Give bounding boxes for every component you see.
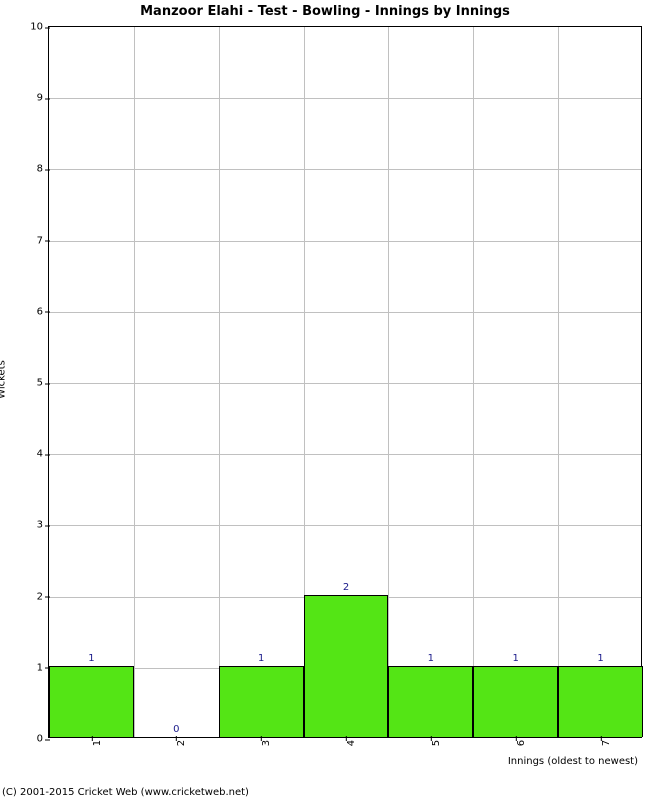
gridline-v	[134, 27, 135, 737]
x-tick: 5	[428, 737, 434, 754]
plot-inner: 1 0 1 2 1 1 1	[49, 27, 641, 737]
bar	[388, 666, 473, 737]
gridline-h	[49, 169, 641, 170]
x-tick: 6	[513, 737, 519, 754]
y-axis-label: Wickets	[0, 320, 8, 440]
chart-container: Manzoor Elahi - Test - Bowling - Innings…	[0, 0, 650, 800]
gridline-v	[558, 27, 559, 737]
gridline-v	[388, 27, 389, 737]
y-tick: 9	[37, 93, 49, 104]
x-tick: 3	[258, 737, 264, 754]
y-tick: 1	[37, 662, 49, 673]
bar-value-label: 1	[597, 653, 603, 664]
gridline-h	[49, 241, 641, 242]
y-tick: 7	[37, 235, 49, 246]
gridline-h	[49, 312, 641, 313]
bar-value-label: 1	[428, 653, 434, 664]
x-tick: 4	[343, 737, 349, 754]
gridline-h	[49, 525, 641, 526]
bar	[304, 595, 389, 737]
bar-value-label: 0	[173, 724, 179, 735]
copyright-text: (C) 2001-2015 Cricket Web (www.cricketwe…	[2, 787, 249, 798]
y-tick: 0	[37, 734, 49, 745]
y-tick: 3	[37, 520, 49, 531]
bar-value-label: 1	[88, 653, 94, 664]
bar	[219, 666, 304, 737]
gridline-h	[49, 98, 641, 99]
y-tick: 10	[30, 22, 49, 33]
bar	[49, 666, 134, 737]
y-tick: 5	[37, 378, 49, 389]
gridline-h	[49, 454, 641, 455]
x-tick: 7	[597, 737, 603, 754]
bar	[558, 666, 643, 737]
bar-value-label: 1	[258, 653, 264, 664]
x-tick: 2	[173, 737, 179, 754]
x-axis-label: Innings (oldest to newest)	[508, 756, 638, 767]
bar	[473, 666, 558, 737]
gridline-v	[219, 27, 220, 737]
y-tick: 8	[37, 164, 49, 175]
x-tick: 1	[88, 737, 94, 754]
y-tick: 4	[37, 449, 49, 460]
gridline-h	[49, 383, 641, 384]
gridline-v	[473, 27, 474, 737]
y-tick: 6	[37, 306, 49, 317]
plot-area: 1012111 0123456789101234567	[48, 26, 642, 738]
bar-value-label: 1	[513, 653, 519, 664]
y-tick: 2	[37, 591, 49, 602]
chart-title: Manzoor Elahi - Test - Bowling - Innings…	[0, 4, 650, 19]
bar-value-label: 2	[343, 582, 349, 593]
